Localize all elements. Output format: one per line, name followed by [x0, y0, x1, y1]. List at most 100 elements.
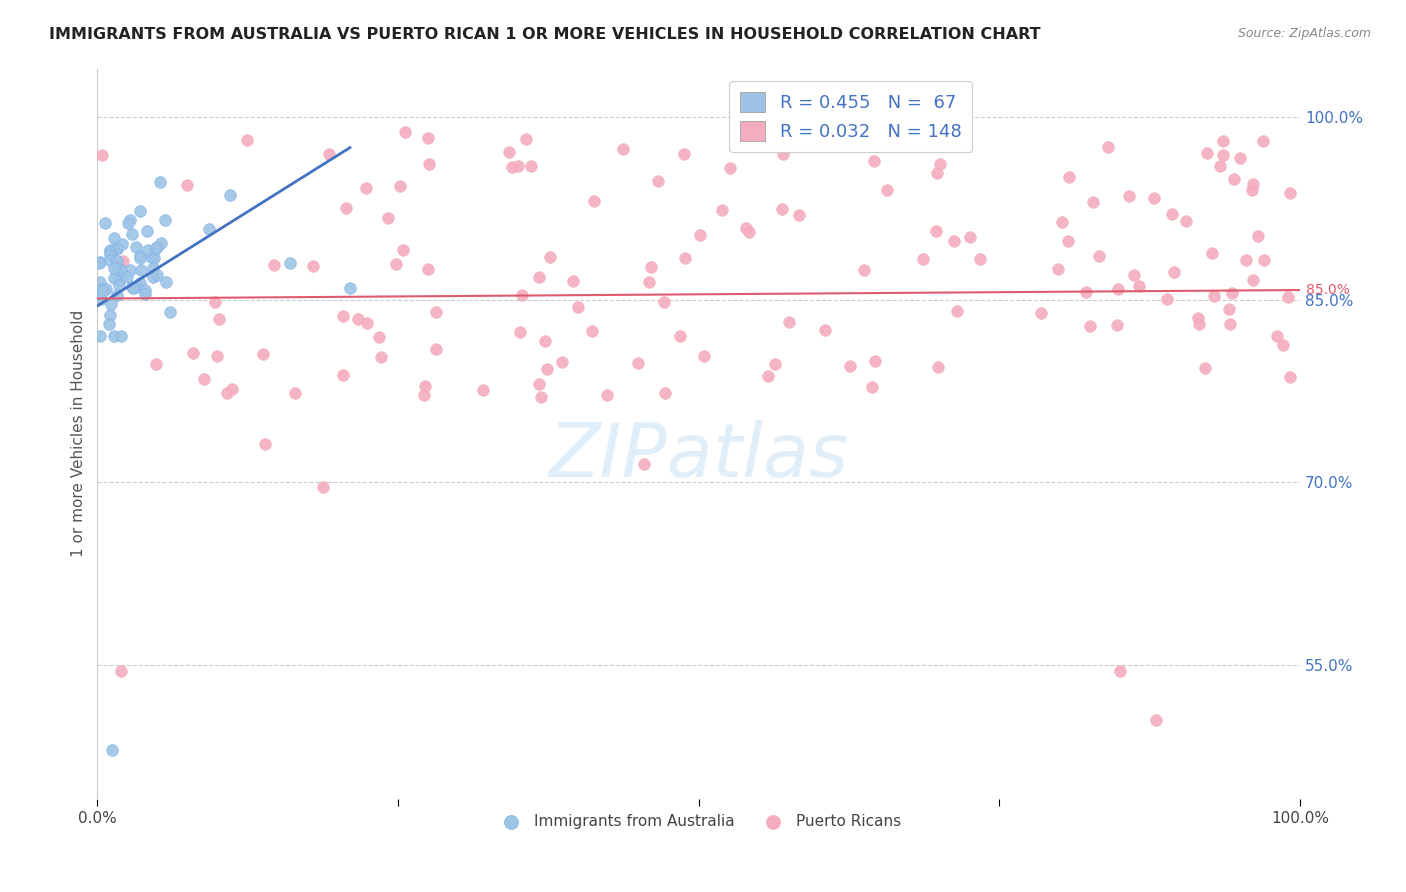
Point: [1097, 140, 1119, 154]
Point: [472, 383, 495, 397]
Point: [1212, 147, 1234, 161]
Point: [205, 349, 228, 363]
Point: [107, 273, 129, 287]
Point: [673, 251, 696, 265]
Point: [1241, 177, 1264, 191]
Point: [197, 222, 219, 236]
Point: [654, 385, 676, 400]
Point: [1241, 183, 1264, 197]
Point: [121, 227, 143, 241]
Point: [110, 263, 132, 277]
Point: [527, 376, 550, 391]
Point: [98, 253, 121, 268]
Point: [718, 161, 741, 175]
Point: [510, 288, 533, 302]
Point: [633, 457, 655, 471]
Point: [527, 269, 550, 284]
Point: [143, 252, 166, 266]
Point: [136, 243, 159, 257]
Point: [105, 254, 128, 268]
Point: [100, 297, 122, 311]
Point: [1174, 213, 1197, 227]
Point: [1229, 151, 1251, 165]
Point: [312, 480, 335, 494]
Point: [89, 255, 111, 269]
Point: [105, 259, 128, 273]
Point: [208, 312, 231, 326]
Point: [863, 154, 886, 169]
Point: [567, 300, 589, 314]
Point: [425, 343, 447, 357]
Point: [1029, 306, 1052, 320]
Point: [370, 350, 392, 364]
Text: 85.0%: 85.0%: [1306, 283, 1350, 297]
Point: [1078, 318, 1101, 333]
Point: [853, 262, 876, 277]
Point: [416, 130, 439, 145]
Point: [284, 386, 307, 401]
Point: [418, 157, 440, 171]
Point: [385, 257, 408, 271]
Point: [98, 248, 121, 262]
Text: ZIPatlas: ZIPatlas: [548, 419, 849, 491]
Point: [814, 323, 837, 337]
Point: [1271, 338, 1294, 352]
Point: [318, 146, 340, 161]
Point: [1277, 289, 1299, 303]
Point: [416, 262, 439, 277]
Point: [121, 280, 143, 294]
Point: [538, 251, 561, 265]
Point: [911, 252, 934, 267]
Point: [142, 269, 165, 284]
Point: [943, 128, 966, 142]
Point: [143, 242, 166, 256]
Point: [581, 325, 603, 339]
Point: [1108, 664, 1130, 678]
Legend: Immigrants from Australia, Puerto Ricans: Immigrants from Australia, Puerto Ricans: [491, 808, 907, 835]
Point: [301, 260, 323, 274]
Point: [181, 346, 204, 360]
Point: [105, 243, 128, 257]
Point: [1212, 134, 1234, 148]
Point: [110, 267, 132, 281]
Point: [129, 203, 152, 218]
Point: [533, 334, 555, 349]
Point: [391, 244, 413, 258]
Point: [1156, 292, 1178, 306]
Point: [770, 202, 793, 216]
Point: [110, 664, 132, 678]
Point: [252, 347, 274, 361]
Point: [193, 372, 215, 386]
Point: [1278, 186, 1301, 201]
Point: [263, 258, 285, 272]
Point: [120, 263, 142, 277]
Point: [112, 254, 135, 268]
Point: [103, 231, 125, 245]
Point: [278, 256, 301, 270]
Point: [150, 236, 173, 251]
Point: [103, 260, 125, 275]
Point: [1201, 246, 1223, 260]
Point: [1161, 207, 1184, 221]
Point: [108, 278, 131, 293]
Point: [946, 303, 969, 318]
Point: [118, 213, 141, 227]
Point: [596, 387, 619, 401]
Point: [1187, 311, 1209, 326]
Point: [1118, 189, 1140, 203]
Point: [927, 359, 949, 374]
Point: [153, 213, 176, 227]
Point: [159, 305, 181, 319]
Point: [89, 276, 111, 290]
Point: [1247, 228, 1270, 243]
Point: [1144, 713, 1167, 727]
Point: [215, 386, 238, 401]
Point: [142, 260, 165, 275]
Point: [332, 368, 354, 382]
Y-axis label: 1 or more Vehicles in Household: 1 or more Vehicles in Household: [72, 310, 86, 558]
Point: [506, 159, 529, 173]
Point: [377, 211, 399, 225]
Point: [1046, 262, 1069, 277]
Point: [98, 244, 121, 259]
Point: [515, 132, 537, 146]
